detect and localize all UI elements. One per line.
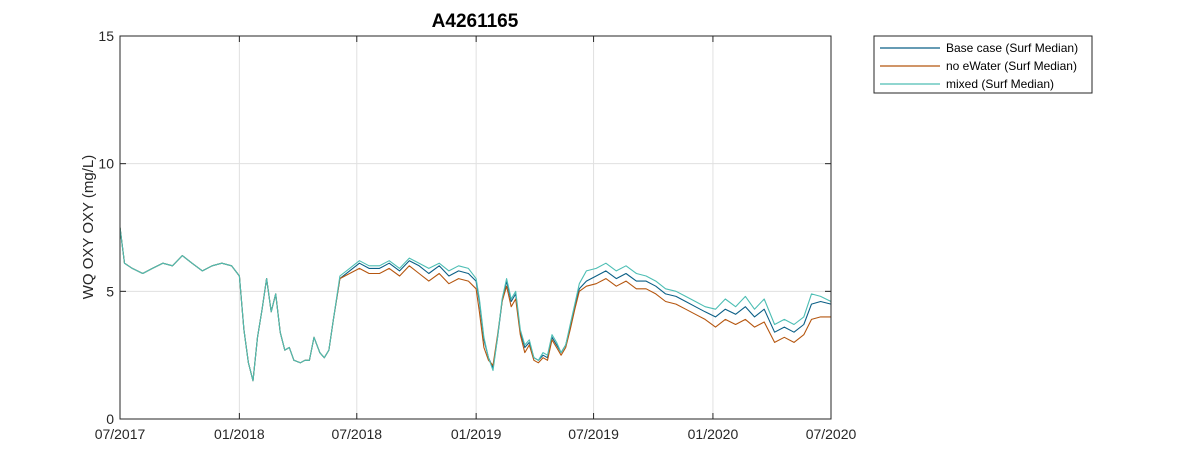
y-tick-label: 0 [106, 411, 114, 427]
axis-ticks: 07/2017 01/2018 07/2018 01/2019 07/2019 01/20… [95, 28, 857, 442]
x-tick-label: 01/2019 [451, 426, 502, 442]
x-tick-label: 07/2020 [806, 426, 857, 442]
y-tick-label: 10 [98, 156, 114, 172]
x-tick-label: 07/2018 [331, 426, 382, 442]
legend-label: mixed (Surf Median) [946, 77, 1054, 91]
y-tick-label: 5 [106, 283, 114, 299]
y-tick-label: 15 [98, 28, 114, 44]
legend-label: Base case (Surf Median) [946, 41, 1078, 55]
y-axis-label: WQ OXY OXY (mg/L) [80, 155, 97, 299]
x-tick-label: 01/2020 [688, 426, 739, 442]
legend-label: no eWater (Surf Median) [946, 59, 1077, 73]
plot-frame [119, 35, 832, 420]
series-layer [119, 227, 832, 382]
x-tick-label: 07/2017 [95, 426, 146, 442]
series-line-3 [119, 227, 832, 382]
x-tick-label: 01/2018 [214, 426, 265, 442]
legend: Base case (Surf Median) no eWater (Surf M… [873, 35, 1093, 94]
chart-title: A4261165 [432, 11, 519, 32]
plot-area [120, 36, 831, 419]
x-tick-label: 07/2019 [568, 426, 619, 442]
